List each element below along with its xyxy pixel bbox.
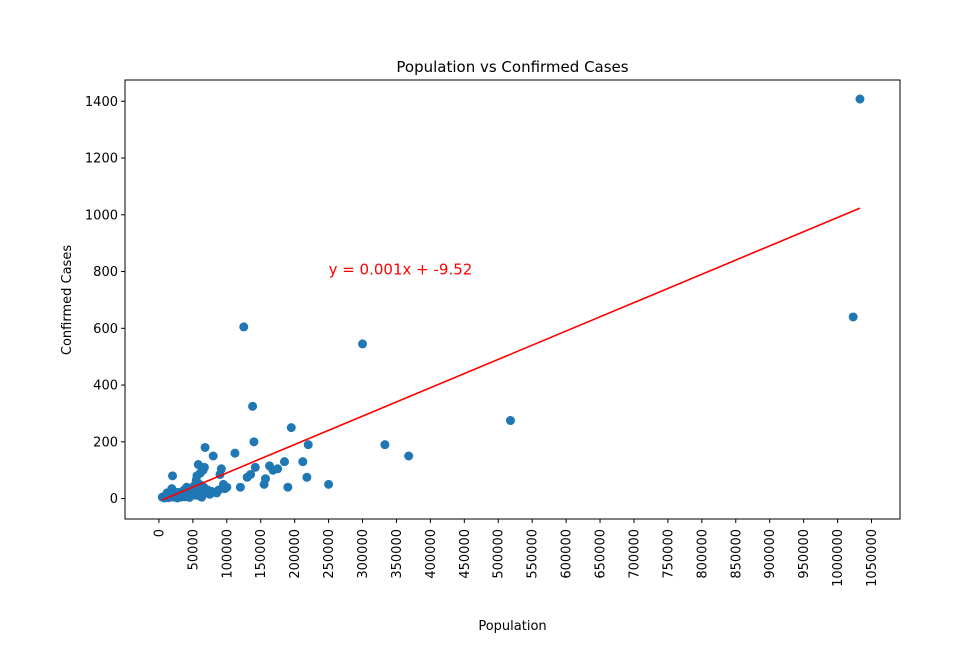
x-axis-label: Population — [478, 619, 546, 634]
x-tick-label: 350000 — [390, 529, 405, 579]
x-tick-label: 250000 — [322, 529, 337, 579]
y-axis-label: Confirmed Cases — [60, 245, 75, 355]
data-point — [404, 451, 414, 461]
x-tick-label: 1000000 — [831, 529, 846, 587]
y-tick-label: 800 — [93, 265, 118, 280]
x-tick-label: 950000 — [797, 529, 812, 579]
regression-equation: y = 0.001x + -9.52 — [329, 260, 473, 278]
x-tick-label: 650000 — [594, 529, 609, 579]
data-point — [250, 462, 260, 472]
x-tick-label: 100000 — [220, 529, 235, 579]
data-point — [358, 339, 368, 349]
x-tick-label: 0 — [152, 529, 167, 537]
data-point — [260, 474, 270, 484]
x-tick-label: 450000 — [458, 529, 473, 579]
x-tick-label: 400000 — [424, 529, 439, 579]
data-point — [286, 423, 296, 433]
x-axis: 0 50000 100000 150000 200000 250000 300000 3500… — [152, 519, 880, 587]
data-point — [855, 94, 865, 104]
data-point — [199, 462, 209, 472]
y-tick-label: 1000 — [85, 208, 118, 223]
data-point — [239, 322, 249, 332]
data-point — [848, 312, 858, 322]
x-tick-label: 600000 — [560, 529, 575, 579]
x-tick-label: 50000 — [186, 529, 201, 570]
regression-line — [162, 207, 861, 501]
data-point — [273, 464, 283, 474]
data-point — [222, 482, 232, 492]
data-point — [168, 471, 178, 481]
data-point — [216, 464, 226, 474]
x-tick-label: 300000 — [356, 529, 371, 579]
data-point — [302, 472, 312, 482]
plot-area — [157, 94, 865, 503]
data-point — [380, 440, 390, 450]
x-tick-label: 200000 — [288, 529, 303, 579]
data-point — [230, 448, 240, 458]
x-tick-label: 800000 — [695, 529, 710, 579]
data-point — [249, 437, 259, 447]
x-tick-label: 550000 — [526, 529, 541, 579]
data-point — [505, 416, 515, 426]
data-point — [246, 469, 256, 479]
data-point — [248, 401, 258, 411]
data-point — [298, 457, 308, 467]
data-point — [283, 482, 293, 492]
x-tick-label: 1050000 — [865, 529, 880, 587]
y-tick-label: 600 — [93, 322, 118, 337]
x-tick-label: 500000 — [492, 529, 507, 579]
data-point — [235, 482, 245, 492]
y-tick-label: 0 — [110, 492, 118, 507]
y-axis: 0 200 400 600 800 1000 1200 1400 — [85, 95, 125, 507]
chart-title: Population vs Confirmed Cases — [396, 58, 628, 76]
x-tick-label: 900000 — [763, 529, 778, 579]
y-tick-label: 400 — [93, 379, 118, 394]
data-point — [208, 451, 218, 461]
data-point — [303, 440, 313, 450]
data-point — [324, 479, 334, 489]
x-tick-label: 750000 — [661, 529, 676, 579]
x-tick-label: 700000 — [627, 529, 642, 579]
plot-frame — [124, 79, 901, 520]
x-tick-label: 850000 — [729, 529, 744, 579]
data-point — [279, 457, 289, 467]
y-tick-label: 1400 — [85, 95, 118, 110]
y-tick-label: 200 — [93, 435, 118, 450]
y-tick-label: 1200 — [85, 152, 118, 167]
x-tick-label: 150000 — [254, 529, 269, 579]
data-point — [200, 442, 210, 452]
